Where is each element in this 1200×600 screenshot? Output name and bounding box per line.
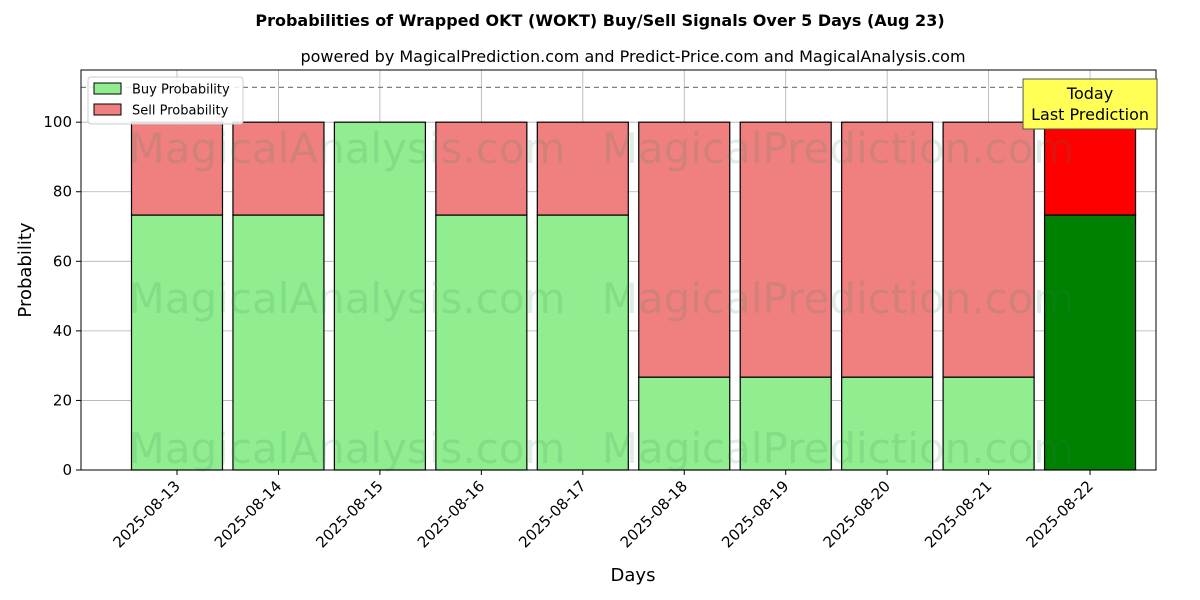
sell-bar <box>130 121 224 216</box>
today-annotation: Today Last Prediction <box>1022 78 1158 130</box>
watermark-text: MagicalPrediction.com <box>602 124 1075 173</box>
watermark-text: MagicalPrediction.com <box>602 274 1075 323</box>
legend-swatch <box>93 82 122 95</box>
x-tick-label: 2025-08-20 <box>820 477 894 551</box>
x-tick-label: 2025-08-18 <box>617 477 691 551</box>
y-tick-label: 40 <box>53 322 72 340</box>
bars <box>130 121 1137 471</box>
y-tick-label: 60 <box>53 252 72 270</box>
plot-frame <box>80 69 1157 471</box>
x-tick-label: 2025-08-13 <box>109 477 183 551</box>
sell-bar <box>435 121 528 216</box>
x-axis: 2025-08-13 2025-08-14 2025-08-15 2025-08-16… <box>109 470 1097 551</box>
watermark-text: MagicalPrediction.com <box>602 424 1075 473</box>
x-tick-label: 2025-08-16 <box>414 477 488 551</box>
sell-bar <box>1043 121 1137 216</box>
watermark-text: MagicalAnalysis.com <box>129 424 566 473</box>
y-tick-label: 80 <box>53 183 72 201</box>
watermark-text: MagicalAnalysis.com <box>129 124 566 173</box>
legend-box <box>87 76 244 125</box>
sell-bar <box>232 121 325 216</box>
y-tick-label: 0 <box>62 461 72 479</box>
legend-label: Buy Probability <box>132 83 230 98</box>
chart-subtitle: powered by MagicalPrediction.com and Pre… <box>300 47 965 66</box>
sell-bar <box>942 121 1035 378</box>
watermark-text: MagicalAnalysis.com <box>129 274 566 323</box>
annotation-text: Today <box>1066 84 1113 103</box>
x-axis-label: Days <box>611 565 656 586</box>
legend: Buy Probability Sell Probability <box>87 76 244 125</box>
chart-title: Probabilities of Wrapped OKT (WOKT) Buy/… <box>255 11 944 30</box>
x-tick-label: 2025-08-19 <box>718 477 792 551</box>
y-axis: 0 20 40 60 80 100 <box>43 113 81 479</box>
buy-bar <box>739 376 832 471</box>
y-axis-label: Probability <box>15 222 36 317</box>
buy-bar <box>130 214 224 471</box>
x-tick-label: 2025-08-22 <box>1022 477 1096 551</box>
buy-bar <box>638 376 731 471</box>
annotation-text: Last Prediction <box>1031 105 1149 124</box>
sell-bar <box>739 121 832 378</box>
x-tick-label: 2025-08-21 <box>921 477 995 551</box>
legend-label: Sell Probability <box>132 104 229 119</box>
x-tick-label: 2025-08-17 <box>515 477 589 551</box>
watermarks: MagicalAnalysis.com MagicalPrediction.com… <box>129 124 1075 473</box>
legend-swatch <box>93 103 122 116</box>
sell-bar <box>841 121 934 378</box>
y-tick-label: 100 <box>43 113 72 131</box>
buy-bar <box>435 214 528 471</box>
buy-bar <box>841 376 934 471</box>
buy-bar <box>333 121 426 471</box>
buy-bar <box>1043 214 1137 471</box>
sell-bar <box>536 121 629 216</box>
x-tick-label: 2025-08-14 <box>211 477 285 551</box>
buy-bar <box>942 376 1035 471</box>
y-tick-label: 20 <box>53 391 72 409</box>
annotation-box <box>1022 78 1158 130</box>
x-tick-label: 2025-08-15 <box>312 477 386 551</box>
sell-bar <box>638 121 731 378</box>
